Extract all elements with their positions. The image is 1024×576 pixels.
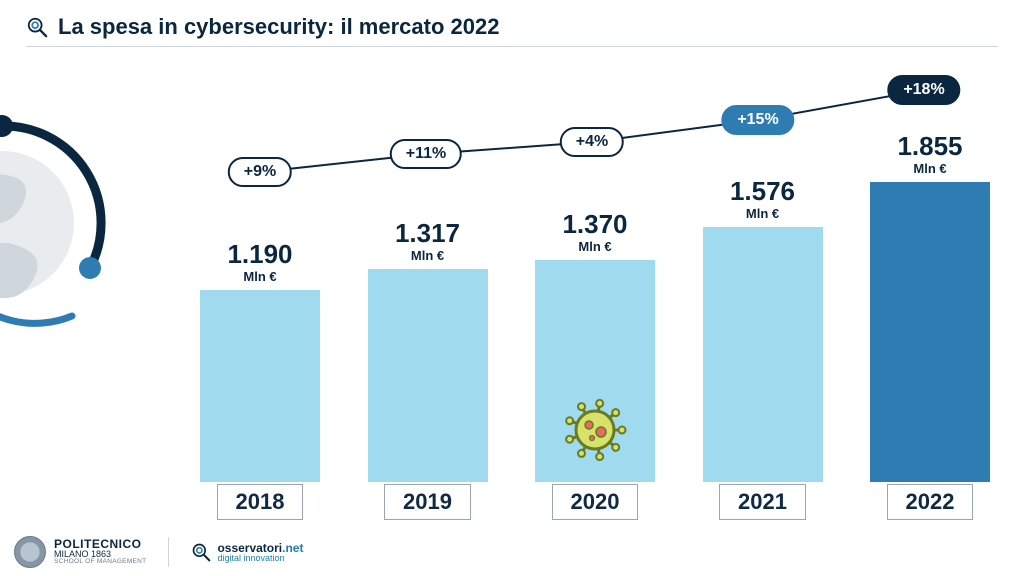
covid-virus-icon bbox=[563, 398, 627, 462]
polimi-seal-icon bbox=[14, 536, 46, 568]
year-label: 2021 bbox=[719, 484, 806, 520]
bar-unit-label: Mln € bbox=[746, 206, 779, 221]
bar bbox=[870, 182, 990, 482]
bar-column: 1.576 Mln € bbox=[688, 178, 838, 482]
year-label: 2022 bbox=[887, 484, 974, 520]
osservatori-sub: digital innovation bbox=[217, 554, 303, 563]
bar-unit-label: Mln € bbox=[243, 269, 276, 284]
bar-unit-label: Mln € bbox=[411, 248, 444, 263]
chart-area: +9%+11%+4%+15%+18% 1.190Mln €1.317Mln €1… bbox=[185, 60, 1005, 520]
year-slot: 2022 bbox=[855, 476, 1005, 520]
growth-badge: +18% bbox=[887, 75, 960, 105]
bar-column: 1.855 Mln € bbox=[855, 133, 1005, 482]
year-slot: 2021 bbox=[688, 476, 838, 520]
slide-title: La spesa in cybersecurity: il mercato 20… bbox=[58, 14, 499, 40]
bar-column: 1.190 Mln € bbox=[185, 241, 335, 482]
year-label: 2019 bbox=[384, 484, 471, 520]
bar bbox=[200, 290, 320, 482]
footer-separator bbox=[168, 537, 169, 567]
bar bbox=[703, 227, 823, 482]
osservatori-suffix: .net bbox=[282, 541, 303, 555]
year-slot: 2018 bbox=[185, 476, 335, 520]
polimi-line3: SCHOOL OF MANAGEMENT bbox=[54, 559, 146, 566]
year-label: 2018 bbox=[217, 484, 304, 520]
globe-icon bbox=[0, 98, 132, 348]
polimi-text: POLITECNICO MILANO 1863 SCHOOL OF MANAGE… bbox=[54, 538, 146, 566]
title-rule bbox=[26, 46, 998, 47]
globe-decoration bbox=[0, 98, 132, 348]
osservatori-text: osservatori.net digital innovation bbox=[217, 542, 303, 563]
polimi-logo: POLITECNICO MILANO 1863 SCHOOL OF MANAGE… bbox=[14, 536, 146, 568]
title-row: La spesa in cybersecurity: il mercato 20… bbox=[26, 14, 499, 40]
year-slot: 2020 bbox=[520, 476, 670, 520]
magnifier-icon bbox=[191, 542, 211, 562]
bar-value-label: 1.317 bbox=[395, 220, 460, 246]
osservatori-logo: osservatori.net digital innovation bbox=[191, 542, 303, 563]
year-slot: 2019 bbox=[353, 476, 503, 520]
bar-column: 1.317 Mln € bbox=[353, 220, 503, 482]
bar-column: 1.370 Mln € bbox=[520, 211, 670, 482]
slide-root: La spesa in cybersecurity: il mercato 20… bbox=[0, 0, 1024, 576]
bar bbox=[535, 260, 655, 482]
bar-value-label: 1.190 bbox=[227, 241, 292, 267]
bar-unit-label: Mln € bbox=[913, 161, 946, 176]
bars-row: 1.190 Mln € 1.317 Mln € 1.370 Mln € 1.576 Mln €… bbox=[185, 122, 1005, 482]
year-label: 2020 bbox=[552, 484, 639, 520]
osservatori-line1: osservatori.net bbox=[217, 542, 303, 554]
magnifier-icon bbox=[26, 16, 48, 38]
bar-value-label: 1.370 bbox=[562, 211, 627, 237]
years-row: 2018 2019 2020 2021 2022 bbox=[185, 476, 1005, 520]
bar-unit-label: Mln € bbox=[578, 239, 611, 254]
bar bbox=[368, 269, 488, 482]
footer-logos: POLITECNICO MILANO 1863 SCHOOL OF MANAGE… bbox=[14, 536, 303, 568]
bar-value-label: 1.855 bbox=[897, 133, 962, 159]
bar-value-label: 1.576 bbox=[730, 178, 795, 204]
